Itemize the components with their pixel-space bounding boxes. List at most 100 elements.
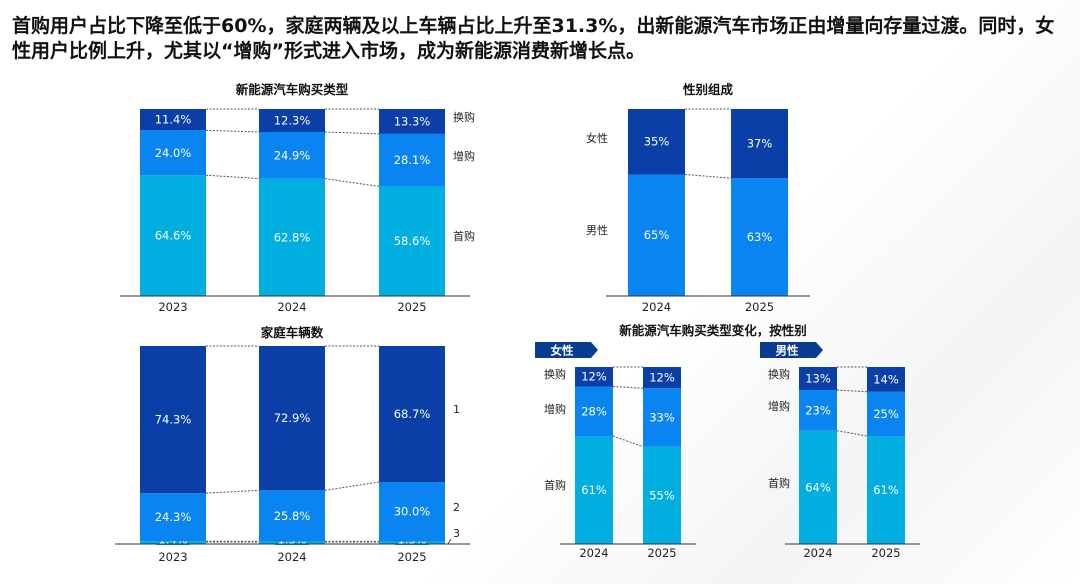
bar-segment	[259, 132, 325, 179]
chart-gender: 性别组成 65% 35% 63% 37% 2024 2025 男性 女性	[586, 82, 810, 314]
series-label: 首购	[453, 229, 475, 243]
x-tick-label: 2024	[277, 300, 306, 314]
series-label: 3	[453, 527, 460, 540]
tag-label: 女性	[551, 344, 574, 358]
value-label: 55%	[649, 488, 675, 502]
series-label: 换购	[768, 367, 790, 381]
value-label: 25%	[873, 407, 899, 421]
series-label: 首购	[768, 476, 790, 490]
series-label: 2	[453, 501, 460, 514]
bar-segment	[259, 346, 325, 491]
bar-segment	[259, 109, 325, 133]
x-tick-label: 2024	[642, 300, 671, 314]
value-label: 12%	[581, 370, 607, 384]
bar-segment	[867, 367, 905, 392]
value-label: 13.3%	[394, 114, 431, 128]
value-label: 62.8%	[274, 230, 311, 244]
x-tick-label: 2024	[579, 546, 608, 560]
connector-line	[205, 489, 260, 494]
value-label: 68.7%	[394, 407, 431, 421]
connector-line	[612, 385, 644, 389]
chart-title: 新能源汽车购买类型变化，按性别	[619, 323, 807, 338]
connector-line	[836, 389, 868, 393]
value-label: 12%	[649, 371, 675, 385]
x-tick-label: 2024	[803, 546, 832, 560]
bar-segment	[643, 446, 681, 544]
value-label: 61%	[581, 483, 607, 497]
x-tick-label: 2025	[397, 550, 426, 564]
tag-arrow-shape	[535, 342, 598, 358]
leader-line	[447, 538, 452, 545]
series-label: 换购	[453, 110, 475, 124]
chart-household-cars: 家庭车辆数1.4%24.3%74.3%1.3%25.8%72.9%1.3%30.…	[115, 325, 470, 564]
connector-line	[836, 430, 868, 437]
bar-segment	[259, 490, 325, 542]
bar-segment	[628, 109, 685, 175]
bar-segment	[799, 367, 837, 391]
tag-label: 男性	[776, 344, 799, 358]
value-label: 63%	[747, 230, 773, 244]
connector-line	[684, 173, 732, 179]
series-label: 首购	[544, 478, 566, 492]
bar-segment	[799, 430, 837, 544]
x-tick-label: 2023	[158, 300, 187, 314]
value-label: 74.3%	[155, 413, 192, 427]
bar-segment	[140, 109, 206, 131]
bar-segment	[379, 346, 445, 483]
bar-segment	[575, 367, 613, 387]
bar-segment	[259, 178, 325, 296]
value-label: 58.6%	[394, 234, 431, 248]
bar-segment	[140, 130, 206, 176]
connector-line	[324, 481, 380, 491]
bar-segment	[799, 390, 837, 431]
value-label: 33%	[649, 410, 675, 424]
value-label: 30.0%	[394, 505, 431, 519]
bar-segment	[575, 386, 613, 437]
bar-segment	[379, 482, 445, 542]
series-label: 增购	[544, 402, 566, 416]
bar-segment	[867, 436, 905, 544]
value-label: 24.3%	[155, 510, 192, 524]
connector-line	[324, 178, 380, 187]
bar-segment	[379, 133, 445, 187]
bar-segment	[140, 346, 206, 494]
value-label: 25.8%	[274, 509, 311, 523]
gender-tag: 男性	[760, 342, 823, 358]
value-label: 61%	[873, 483, 899, 497]
series-label: 女性	[586, 131, 608, 145]
series-label: 增购	[453, 149, 475, 163]
chart-type-by-gender-male: 男性 64% 23% 13% 61% 25% 14% 2024 2025 首购 增购 换购	[760, 342, 920, 560]
value-label: 65%	[644, 228, 670, 242]
value-label: 23%	[805, 403, 831, 417]
connector-line	[612, 435, 644, 448]
headline: 首购用户占比下降至低于60%，家庭两辆及以上车辆占比上升至31.3%，出新能源汽…	[12, 15, 1055, 62]
x-tick-label: 2025	[871, 546, 900, 560]
connector-line	[324, 131, 380, 135]
connector-line	[205, 174, 260, 180]
x-tick-label: 2025	[745, 300, 774, 314]
value-label: 12.3%	[274, 114, 311, 128]
x-tick-label: 2025	[647, 546, 676, 560]
bar-segment	[867, 391, 905, 437]
x-tick-label: 2024	[277, 550, 306, 564]
value-label: 24.9%	[274, 148, 311, 162]
value-label: 72.9%	[274, 411, 311, 425]
gender-tag: 女性	[535, 342, 598, 358]
bar-segment	[643, 388, 681, 447]
x-tick-label: 2023	[158, 550, 187, 564]
tag-arrow-shape	[760, 342, 823, 358]
bar-segment	[379, 109, 445, 134]
chart-title: 新能源汽车购买类型	[236, 82, 349, 97]
series-label: 1	[453, 403, 460, 416]
value-label: 37%	[747, 137, 773, 151]
value-label: 35%	[644, 135, 670, 149]
series-label: 换购	[544, 367, 566, 381]
bar-segment	[140, 493, 206, 542]
value-label: 24.0%	[155, 146, 192, 160]
value-label: 28.1%	[394, 153, 431, 167]
bar-segment	[379, 186, 445, 296]
x-tick-label: 2025	[397, 300, 426, 314]
bar-segment	[575, 436, 613, 544]
